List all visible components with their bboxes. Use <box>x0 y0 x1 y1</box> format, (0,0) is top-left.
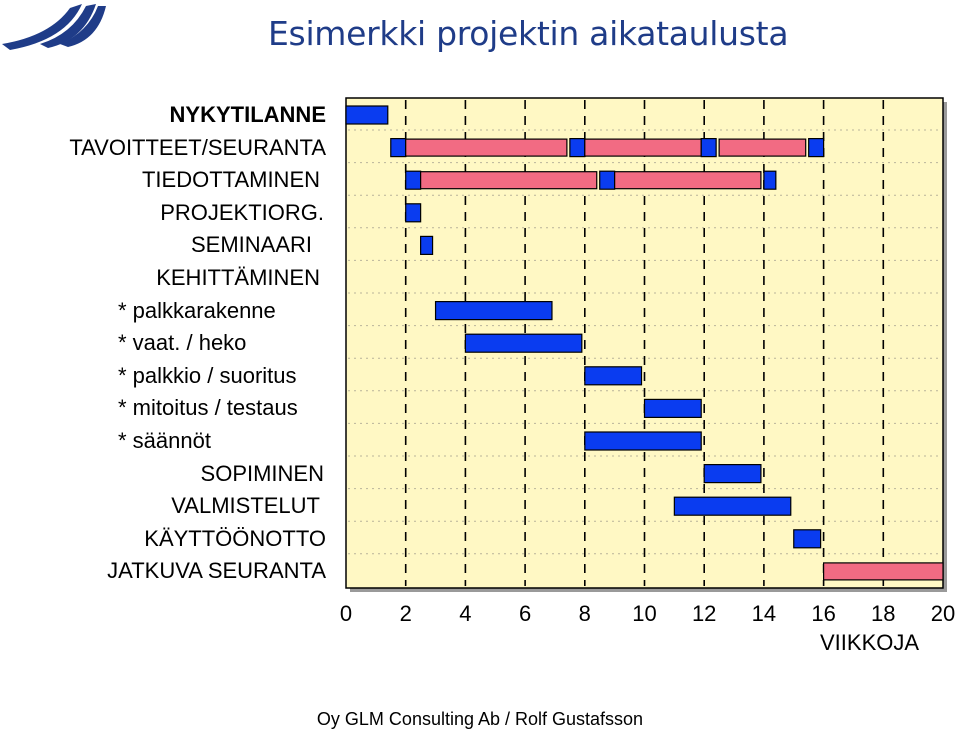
task-bar <box>569 138 586 158</box>
row-label: TAVOITTEET/SEURANTA <box>69 134 326 160</box>
task-bar <box>599 170 616 190</box>
row-label: KEHITTÄMINEN <box>156 265 320 290</box>
x-tick-label: 2 <box>399 601 412 626</box>
row-label: PROJEKTIORG. <box>160 199 324 225</box>
x-tick-label: 14 <box>751 601 777 626</box>
task-bar <box>345 105 389 125</box>
recurring-bar <box>584 138 702 157</box>
recurring-bar <box>822 562 944 581</box>
row-label: SEMINAARI <box>190 232 312 258</box>
task-bar <box>434 301 553 321</box>
page-title: Esimerkki projektin aikataulusta <box>268 14 789 53</box>
row-label: SOPIMINEN <box>200 460 324 486</box>
recurring-bar <box>718 138 807 157</box>
row-label: * säännöt <box>118 428 211 453</box>
row-label: VALMISTELUT <box>171 493 320 519</box>
row-label: * palkkarakenne <box>118 297 276 323</box>
x-tick-label: 20 <box>930 601 956 626</box>
recurring-bar <box>614 171 762 190</box>
row-label: JATKUVA SEURANTA <box>107 558 326 584</box>
recurring-bar <box>420 171 598 190</box>
task-bar <box>405 170 422 190</box>
task-bar <box>584 431 702 451</box>
x-tick-label: 4 <box>459 601 472 626</box>
row-label: NYKYTILANNE <box>169 102 326 127</box>
row-label: * vaat. / heko <box>118 330 247 356</box>
x-tick-label: 18 <box>871 601 896 626</box>
task-bar <box>700 138 717 158</box>
task-bar <box>643 398 702 418</box>
row-label: KÄYTTÖÖNOTTO <box>144 525 326 551</box>
task-bar <box>793 529 822 549</box>
x-tick-label: 6 <box>518 601 532 626</box>
x-tick-label: 10 <box>632 601 657 626</box>
row-label: * palkkio / suoritus <box>118 362 297 388</box>
x-tick-label: 0 <box>339 601 353 626</box>
x-tick-label: 12 <box>691 601 717 626</box>
task-bar <box>763 170 777 190</box>
company-logo <box>2 4 106 50</box>
task-bar <box>405 203 422 223</box>
task-bar <box>584 366 643 386</box>
x-tick-label: 8 <box>578 601 591 626</box>
task-bar <box>673 496 792 516</box>
row-label: TIEDOTTAMINEN <box>141 167 320 193</box>
recurring-bar <box>405 138 568 157</box>
x-axis-label: VIIKKOJA <box>820 630 920 655</box>
row-label: * mitoitus / testaus <box>118 395 298 421</box>
footer-credit: Oy GLM Consulting Ab / Rolf Gustafsson <box>316 709 644 729</box>
task-bar <box>390 138 407 158</box>
task-bar <box>808 138 825 158</box>
x-tick-label: 16 <box>811 601 836 626</box>
task-bar <box>420 235 434 255</box>
task-bar <box>703 464 762 484</box>
task-bar <box>464 333 583 353</box>
